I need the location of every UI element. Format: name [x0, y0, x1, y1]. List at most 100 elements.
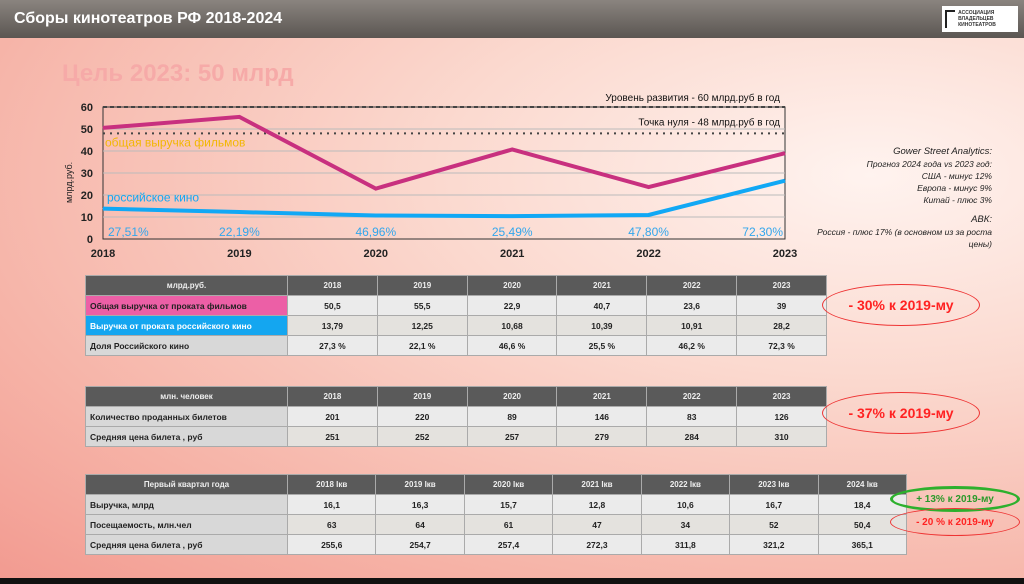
column-header: Первый квартал года	[85, 474, 288, 495]
column-header: 2018	[287, 386, 378, 407]
row-label: Доля Российского кино	[85, 335, 288, 356]
column-header: 2018	[287, 275, 378, 296]
gower-title: Gower Street Analytics:	[893, 146, 992, 157]
table-cell: 321,2	[729, 534, 819, 555]
table-cell: 126	[736, 406, 827, 427]
y-tick-label: 20	[81, 190, 93, 202]
table-cell: 15,7	[463, 494, 554, 515]
table-cell: 63	[286, 514, 377, 535]
x-tick-label: 2018	[91, 248, 115, 260]
table-cell: 61	[463, 514, 554, 535]
table-row: Средняя цена билета , руб 255,6 254,7 257,4…	[85, 534, 908, 555]
table-cell: 46,6 %	[466, 335, 558, 356]
data-point	[648, 214, 650, 216]
row-label: Средняя цена билета , руб	[85, 534, 288, 555]
note-line: США - минус 12%	[921, 171, 992, 181]
column-header: 2024 Iкв	[817, 474, 908, 495]
y-tick-label: 50	[81, 124, 93, 136]
reference-line-label: Точка нуля - 48 млрд.руб в год	[638, 116, 780, 128]
table-cell: 272,3	[552, 534, 642, 555]
data-point	[102, 208, 104, 210]
table-cell: 64	[375, 514, 465, 535]
table-cell: 10,6	[640, 494, 731, 515]
table-cell: 16,7	[729, 494, 819, 515]
q1-table: Первый квартал года 2018 Iкв 2019 Iкв 2020 …	[85, 474, 908, 555]
row-label: Количество проданных билетов	[85, 406, 288, 427]
column-header: 2019	[376, 386, 468, 407]
table-cell: 146	[556, 406, 648, 427]
table-cell: 47	[552, 514, 642, 535]
table-cell: 10,91	[646, 315, 738, 336]
data-point	[102, 127, 104, 129]
table-cell: 72,3 %	[736, 335, 827, 356]
column-header: млн. человек	[85, 386, 288, 407]
y-tick-label: 0	[87, 234, 93, 246]
table-cell: 89	[466, 406, 558, 427]
table-cell: 255,6	[286, 534, 377, 555]
table-cell: 10,39	[556, 315, 648, 336]
callout-revenue: - 30% к 2019-му	[822, 284, 980, 326]
column-header: 2020	[466, 275, 558, 296]
table-cell: 50,4	[817, 514, 908, 535]
share-label: 72,30%	[742, 225, 783, 239]
callout-q1-attendance: - 20 % к 2019-му	[890, 508, 1020, 536]
table-header-row: млрд.руб. 2018 2019 2020 2021 2022 2023	[85, 275, 827, 296]
table-cell: 252	[376, 426, 468, 447]
logo-mark-icon	[945, 10, 956, 28]
data-point	[511, 215, 513, 217]
callout-tickets: - 37% к 2019-му	[822, 392, 980, 434]
data-point	[784, 180, 786, 182]
column-header: 2022	[646, 386, 738, 407]
column-header: 2022	[646, 275, 738, 296]
series-label-total: общая выручка фильмов	[105, 136, 245, 150]
title-bar: Сборы кинотеатров РФ 2018-2024 АССОЦИАЦИ…	[0, 0, 1024, 38]
column-header: млрд.руб.	[85, 275, 288, 296]
row-label: Посещаемость, млн.чел	[85, 514, 288, 535]
table-cell: 22,9	[466, 295, 558, 316]
x-tick-label: 2022	[636, 248, 660, 260]
table-cell: 257,4	[463, 534, 554, 555]
column-header: 2019 Iкв	[375, 474, 465, 495]
table-cell: 34	[640, 514, 731, 535]
x-tick-label: 2023	[773, 248, 797, 260]
revenue-line-chart: 0 10 20 30 40 50 60 2018 2019 2020 2021 2022 2023 млр…	[64, 92, 797, 260]
table-cell: 40,7	[556, 295, 648, 316]
row-label: Выручка, млрд	[85, 494, 288, 515]
data-point	[375, 188, 377, 190]
x-tick-label: 2020	[364, 248, 388, 260]
table-cell: 251	[287, 426, 378, 447]
table-row: Посещаемость, млн.чел 63 64 61 47 34 52 50,4	[85, 514, 908, 535]
column-header: 2021 Iкв	[552, 474, 642, 495]
table-cell: 12,8	[552, 494, 642, 515]
column-header: 2021	[556, 386, 648, 407]
table-cell: 55,5	[376, 295, 468, 316]
share-label: 22,19%	[219, 225, 260, 239]
column-header: 2019	[376, 275, 468, 296]
share-label: 25,49%	[492, 225, 533, 239]
data-point	[238, 211, 240, 213]
y-tick-label: 60	[81, 102, 93, 114]
table-cell: 257	[466, 426, 558, 447]
table-row: Общая выручка от проката фильмов 50,5 55,5…	[85, 295, 827, 316]
y-tick-label: 40	[81, 146, 93, 158]
goal-heading: Цель 2023: 50 млрд	[62, 60, 294, 87]
reference-line-label: Уровень развития - 60 млрд.руб в год	[605, 92, 780, 104]
table-cell: 28,2	[736, 315, 827, 336]
table-cell: 50,5	[287, 295, 378, 316]
column-header: 2021	[556, 275, 648, 296]
table-cell: 83	[646, 406, 738, 427]
table-cell: 201	[287, 406, 378, 427]
column-header: 2022 Iкв	[640, 474, 731, 495]
column-header: 2023	[736, 386, 827, 407]
row-label: Средняя цена билета , руб	[85, 426, 288, 447]
table-row: Доля Российского кино 27,3 % 22,1 % 46,6 % 2…	[85, 335, 827, 356]
column-header: 2020	[466, 386, 558, 407]
column-header: 2023 Iкв	[729, 474, 819, 495]
data-point	[784, 152, 786, 154]
note-line: Россия - плюс 17% (в основном из за рост…	[817, 227, 992, 237]
table-cell: 39	[736, 295, 827, 316]
share-label: 47,80%	[628, 225, 669, 239]
x-tick-label: 2019	[227, 248, 251, 260]
table-cell: 365,1	[817, 534, 908, 555]
bottom-bar	[0, 578, 1024, 584]
